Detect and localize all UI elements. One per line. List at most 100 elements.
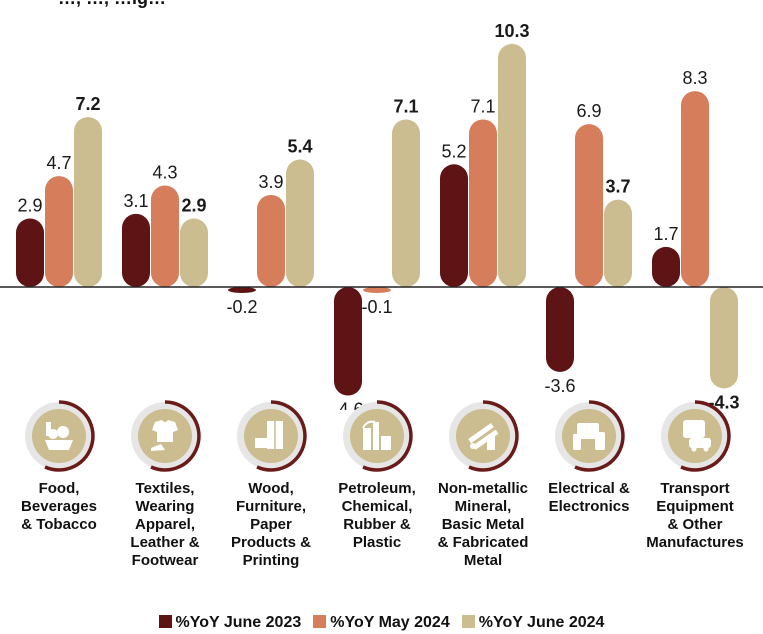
category-label-line: & Other: [667, 516, 723, 533]
data-label-2-2: 4.3: [152, 163, 177, 183]
category-label-line: Plastic: [352, 534, 402, 551]
category-label: Food, Beverages & Tobacco: [6, 480, 112, 534]
category-label-line: & Fabricated: [437, 534, 529, 551]
legend-label: %YoY May 2024: [330, 614, 450, 631]
category-label-line: & Tobacco: [21, 516, 97, 533]
bar-chart: …, …, …ig…2.94.77.23.14.32.9-0.23.95.4-4…: [0, 0, 763, 410]
category-label-line: Wearing: [135, 498, 195, 515]
bar-2-1: [45, 176, 73, 287]
bar-1-1: [16, 218, 44, 287]
bar-1-4: [334, 287, 362, 396]
category-label-line: Electrical &: [548, 480, 630, 497]
category-label-line: Mineral,: [454, 498, 512, 515]
data-label-1-2: 3.1: [123, 191, 148, 211]
metal-pipes-icon: [447, 400, 519, 472]
category-label-line: Apparel,: [134, 516, 195, 533]
legend-item-1: %YoY June 2023: [158, 614, 302, 632]
data-label-1-1: 2.9: [17, 196, 42, 216]
legend-swatch: [313, 615, 327, 628]
category-label: Electrical & Electronics: [536, 480, 642, 516]
legend-label: %YoY June 2024: [478, 614, 605, 631]
category-label-line: Transport: [660, 480, 730, 497]
bar-2-7: [681, 91, 709, 288]
category-1: Food, Beverages & Tobacco: [6, 400, 112, 534]
shirt-shoe-icon: [129, 400, 201, 472]
bar-1-3: [228, 287, 256, 293]
category-label-line: Furniture,: [236, 498, 306, 515]
bar-3-3: [286, 159, 314, 287]
data-label-2-5: 7.1: [470, 96, 495, 116]
bar-2-5: [469, 119, 497, 287]
category-label-line: Wood,: [248, 480, 294, 497]
bar-3-5: [498, 43, 526, 287]
bar-1-2: [122, 213, 150, 287]
category-label-line: Manufactures: [646, 534, 744, 551]
bar-2-6: [575, 124, 603, 287]
category-label-line: Leather &: [130, 534, 200, 551]
chart-title-partial: …, …, …ig…: [58, 0, 166, 8]
category-label-line: Rubber &: [343, 516, 411, 533]
bar-1-6: [546, 287, 574, 372]
category-label-line: Beverages: [21, 498, 97, 515]
category-label-line: Footwear: [131, 552, 199, 569]
data-label-1-7: 1.7: [653, 224, 678, 244]
legend-label: %YoY June 2023: [175, 614, 302, 631]
data-label-3-4: 7.1: [393, 96, 418, 116]
category-4: Petroleum, Chemical, Rubber & Plastic: [324, 400, 430, 552]
data-label-2-3: 3.9: [258, 172, 283, 192]
data-label-3-5: 10.3: [494, 21, 529, 41]
bar-3-7: [710, 287, 738, 389]
bar-1-7: [652, 246, 680, 287]
legend-swatch: [158, 615, 172, 628]
furniture-icon: [235, 400, 307, 472]
vehicles-icon: [659, 400, 731, 472]
category-7: Transport Equipment & Other Manufactures: [642, 400, 748, 552]
data-label-3-2: 2.9: [181, 196, 206, 216]
bar-2-2: [151, 185, 179, 287]
data-label-3-6: 3.7: [605, 177, 630, 197]
category-label: Wood, Furniture, Paper Products & Printing: [218, 480, 324, 570]
category-label-line: Non-metallic: [437, 480, 528, 497]
category-label: Transport Equipment & Other Manufactures: [642, 480, 748, 552]
data-label-2-4: -0.1: [361, 297, 392, 317]
category-label-line: Products &: [230, 534, 311, 551]
data-label-1-5: 5.2: [441, 141, 466, 161]
category-label-line: Basic Metal: [441, 516, 525, 533]
category-label: Petroleum, Chemical, Rubber & Plastic: [324, 480, 430, 552]
data-label-1-4: -4.6: [332, 400, 363, 410]
data-label-2-1: 4.7: [46, 153, 71, 173]
category-label-line: Electronics: [548, 498, 630, 515]
category-label-line: Paper: [250, 516, 292, 533]
data-label-1-6: -3.6: [544, 376, 575, 396]
data-label-3-3: 5.4: [287, 137, 312, 157]
category-label: Non-metallic Mineral, Basic Metal & Fabrica…: [430, 480, 536, 570]
bar-2-3: [257, 194, 285, 287]
data-label-3-1: 7.2: [75, 94, 100, 114]
data-label-2-7: 8.3: [682, 68, 707, 88]
legend-item-3: %YoY June 2024: [461, 614, 605, 632]
category-label: Textiles, Wearing Apparel, Leather & Footwea…: [112, 480, 218, 570]
bar-2-4: [363, 287, 391, 293]
legend-swatch: [461, 615, 475, 628]
data-label-1-3: -0.2: [226, 297, 257, 317]
bar-3-1: [74, 117, 102, 287]
electronics-icon: [553, 400, 625, 472]
bar-3-4: [392, 119, 420, 287]
category-3: Wood, Furniture, Paper Products & Printing: [218, 400, 324, 570]
category-label-line: Petroleum,: [338, 480, 416, 497]
category-2: Textiles, Wearing Apparel, Leather & Footwea…: [112, 400, 218, 570]
category-label-line: Equipment: [656, 498, 734, 515]
bar-1-5: [440, 164, 468, 287]
data-label-2-6: 6.9: [576, 101, 601, 121]
category-label-line: Textiles,: [135, 480, 195, 497]
category-label-line: Printing: [242, 552, 300, 569]
data-label-3-7: -4.3: [708, 392, 739, 410]
category-6: Electrical & Electronics: [536, 400, 642, 516]
category-label-line: Metal: [463, 552, 503, 569]
legend-item-2: %YoY May 2024: [313, 614, 450, 632]
category-label-line: Chemical,: [341, 498, 413, 515]
chart-area: …, …, …ig…2.94.77.23.14.32.9-0.23.95.4-4…: [0, 0, 763, 410]
bar-3-6: [604, 199, 632, 287]
bar-3-2: [180, 218, 208, 287]
food-basket-icon: [23, 400, 95, 472]
